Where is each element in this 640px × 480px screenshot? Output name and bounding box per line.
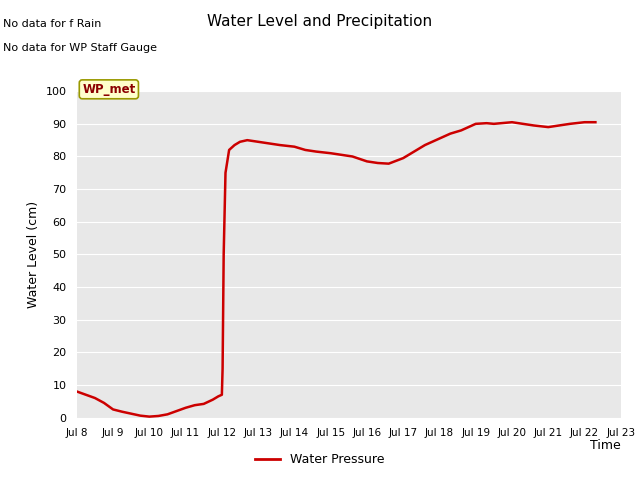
- Text: Water Level and Precipitation: Water Level and Precipitation: [207, 14, 433, 29]
- Text: No data for WP Staff Gauge: No data for WP Staff Gauge: [3, 43, 157, 53]
- Text: Time: Time: [590, 439, 621, 452]
- Text: WP_met: WP_met: [83, 83, 136, 96]
- Y-axis label: Water Level (cm): Water Level (cm): [27, 201, 40, 308]
- Legend: Water Pressure: Water Pressure: [250, 448, 390, 471]
- Text: No data for f Rain: No data for f Rain: [3, 19, 102, 29]
